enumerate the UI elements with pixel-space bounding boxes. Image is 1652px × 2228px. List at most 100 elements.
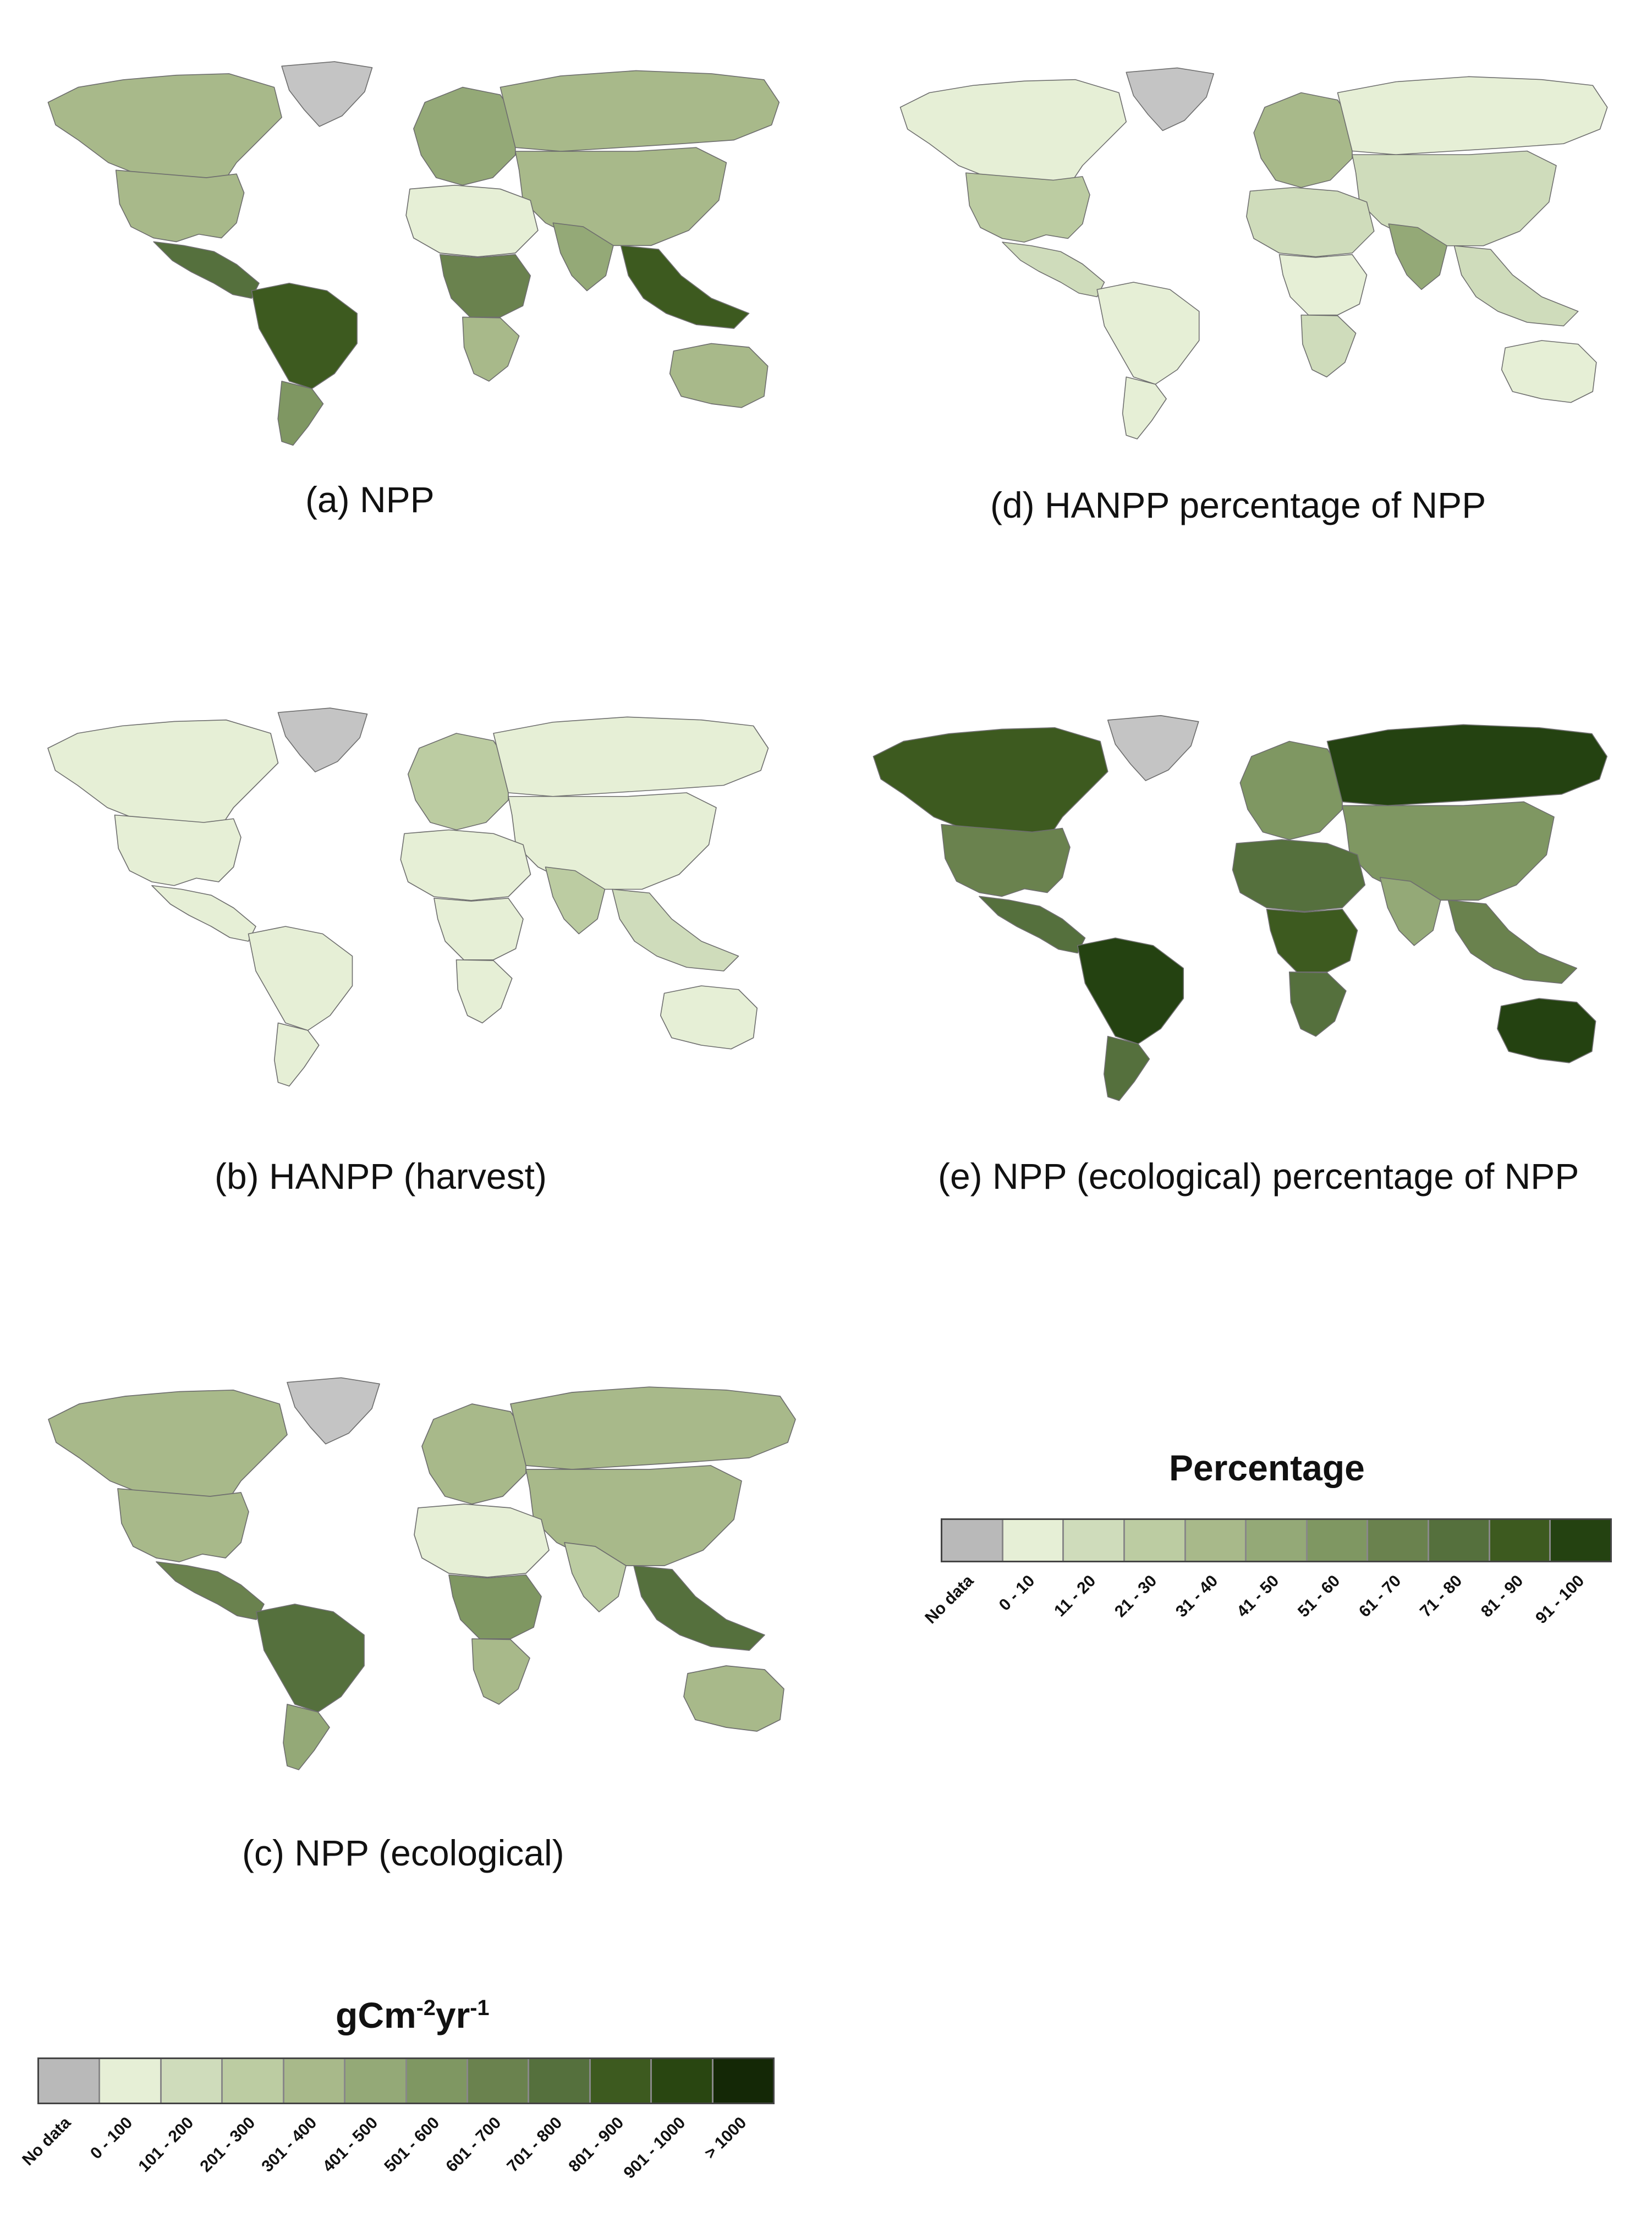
legend-npp-title: gCm-2yr-1 (336, 1994, 489, 2036)
region-usa (117, 1488, 249, 1562)
region-north-america (48, 1389, 288, 1505)
region-north-america (872, 727, 1108, 841)
caption-e: (e) NPP (ecological) percentage of NPP (938, 1156, 1579, 1197)
region-south-asia (564, 1542, 627, 1612)
region-south-america-south (273, 1022, 320, 1087)
region-africa-north (400, 829, 531, 901)
region-south-america-north (251, 282, 358, 389)
caption-b: (b) HANPP (harvest) (215, 1156, 547, 1197)
region-africa-south (462, 316, 520, 382)
region-asia (525, 1465, 742, 1566)
region-australia (669, 343, 769, 408)
legend-npp-unit-exp2: -1 (470, 1996, 490, 2020)
region-central-america (153, 241, 260, 299)
legend-npp-unit-yr: yr (435, 1995, 470, 2035)
region-usa (965, 172, 1090, 243)
legend-swatch (1003, 1520, 1064, 1561)
region-south-asia (1388, 223, 1448, 290)
region-russia (493, 716, 769, 797)
legend-swatch (161, 2059, 223, 2103)
region-north-america (47, 73, 282, 186)
region-australia (1497, 998, 1596, 1063)
legend-label: 401 - 500 (319, 2113, 382, 2176)
region-africa-central (439, 254, 531, 318)
caption-a: (a) NPP (305, 479, 435, 520)
legend-npp-unit-exp1: -2 (416, 1996, 436, 2020)
region-africa-north (414, 1503, 550, 1578)
world-map-npp (47, 61, 780, 446)
legend-label: 301 - 400 (257, 2113, 320, 2176)
region-asia (1352, 150, 1557, 246)
region-africa-north (1232, 839, 1366, 912)
region-australia (660, 985, 758, 1050)
region-central-america (151, 885, 256, 942)
region-africa-south (1288, 972, 1347, 1037)
legend-label: 51 - 60 (1294, 1571, 1344, 1621)
region-south-america-north (1077, 937, 1184, 1045)
region-africa-south (1300, 314, 1357, 378)
region-russia (510, 1386, 796, 1470)
region-south-america-north (1096, 282, 1200, 385)
legend-label: 91 - 100 (1532, 1571, 1588, 1628)
caption-d: (d) HANPP percentage of NPP (990, 485, 1486, 525)
region-central-america (156, 1561, 265, 1620)
legend-percentage-title: Percentage (1169, 1447, 1365, 1488)
region-greenland (287, 1377, 380, 1445)
region-europe (407, 733, 509, 831)
legend-swatch (284, 2059, 346, 2103)
legend-swatch (1551, 1520, 1611, 1561)
legend-label: No data (921, 1571, 978, 1628)
legend-swatch (1429, 1520, 1490, 1561)
legend-swatch (39, 2059, 101, 2103)
legend-label: 21 - 30 (1111, 1571, 1161, 1621)
region-greenland (1126, 67, 1215, 131)
region-greenland (281, 61, 373, 127)
region-greenland (277, 707, 368, 773)
region-south-asia (1379, 877, 1441, 946)
legend-label: 81 - 90 (1477, 1571, 1527, 1621)
legend-swatch (529, 2059, 591, 2103)
region-africa-north (405, 184, 539, 257)
legend-label: 31 - 40 (1172, 1571, 1222, 1621)
legend-swatch (1247, 1520, 1308, 1561)
legend-label: 0 - 10 (996, 1571, 1039, 1615)
legend-swatch (1490, 1520, 1551, 1561)
region-africa-central (1266, 908, 1358, 973)
region-africa-south (455, 959, 513, 1024)
region-south-asia (545, 866, 606, 935)
legend-swatch (1368, 1520, 1430, 1561)
legend-label: 201 - 300 (196, 2113, 259, 2176)
region-se-asia (620, 245, 750, 329)
region-se-asia (1447, 899, 1578, 984)
region-europe (1253, 92, 1353, 188)
legend-label: 501 - 600 (381, 2113, 443, 2176)
region-usa (115, 169, 245, 243)
legend-swatch (942, 1520, 1003, 1561)
legend-swatch (1186, 1520, 1247, 1561)
legend-label: 11 - 20 (1051, 1571, 1100, 1621)
region-south-asia (552, 222, 614, 292)
legend-swatch (713, 2059, 773, 2103)
region-south-america-south (277, 381, 324, 446)
region-europe (1239, 740, 1343, 841)
region-russia (500, 70, 780, 152)
region-africa-central (433, 897, 524, 961)
region-south-america-south (283, 1704, 330, 1770)
legend-swatch (1064, 1520, 1125, 1561)
region-australia (683, 1665, 784, 1732)
legend-label: 0 - 100 (86, 2113, 136, 2163)
world-map-ecological-percentage (872, 715, 1608, 1101)
region-north-america (899, 79, 1127, 188)
region-europe (413, 86, 516, 186)
region-central-america (1002, 242, 1105, 298)
region-europe (421, 1403, 526, 1505)
legend-label: 71 - 80 (1416, 1571, 1466, 1621)
region-russia (1326, 724, 1608, 806)
region-north-america (47, 719, 279, 831)
world-map-hanpp-harvest (47, 707, 769, 1087)
legend-swatch (345, 2059, 407, 2103)
region-usa (114, 814, 242, 886)
region-south-america-south (1122, 376, 1167, 440)
legend-npp-unit-base: gCm (336, 1995, 416, 2035)
legend-swatch (407, 2059, 468, 2103)
